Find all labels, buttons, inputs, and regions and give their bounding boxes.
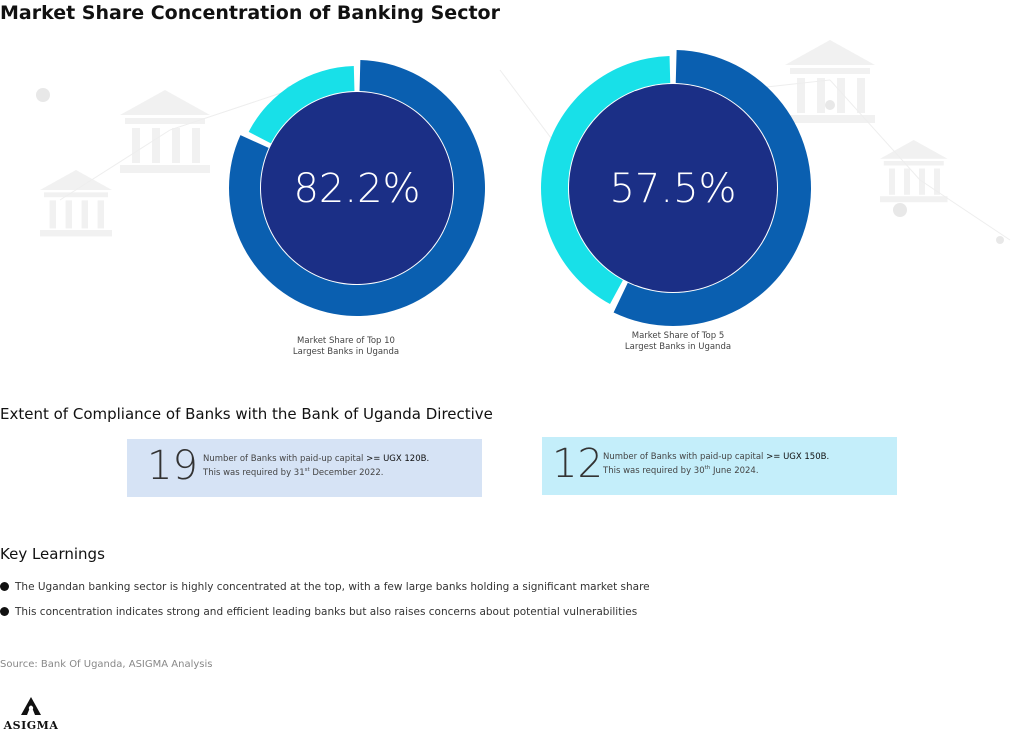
donut-caption-top10: Market Share of Top 10 Largest Banks in … [246, 336, 446, 358]
ordinal-suffix: st [304, 467, 310, 473]
compliance-card-150b: 12 Number of Banks with paid-up capital … [542, 437, 897, 495]
key-learnings-heading: Key Learnings [0, 545, 105, 563]
card-date: June 2024. [710, 465, 759, 476]
donut-chart-top5: 57.5% [540, 50, 811, 326]
donut-slice-share [613, 50, 811, 326]
donut-caption-top5: Market Share of Top 5 Largest Banks in U… [578, 331, 778, 353]
donut-value-label: 57.5% [609, 166, 736, 212]
bank-count: 19 [147, 443, 198, 489]
compliance-heading: Extent of Compliance of Banks with the B… [0, 405, 493, 423]
donut-center [261, 92, 453, 284]
capital-threshold: >= UGX 120B. [366, 454, 430, 464]
source-note: Source: Bank Of Uganda, ASIGMA Analysis [0, 659, 213, 670]
donut-value-label: 82.2% [293, 166, 420, 212]
learning-text: The Ugandan banking sector is highly con… [15, 581, 650, 593]
caption-line: Largest Banks in Uganda [292, 347, 400, 357]
bullet-icon [0, 582, 9, 591]
ordinal-suffix: th [704, 465, 711, 471]
donut-center [569, 84, 777, 292]
learning-item: This concentration indicates strong and … [0, 606, 637, 618]
learning-text: This concentration indicates strong and … [15, 606, 638, 618]
capital-threshold: >= UGX 150B. [766, 452, 830, 462]
donut-chart-top10: 82.2% [228, 60, 485, 317]
page-title: Market Share Concentration of Banking Se… [0, 2, 500, 24]
card-date: December 2022. [309, 467, 384, 478]
learning-item: The Ugandan banking sector is highly con… [0, 581, 650, 593]
caption-line: Largest Banks in Uganda [624, 342, 732, 352]
card-line1: Number of Banks with paid-up capital [203, 454, 367, 464]
asigma-logo-icon [21, 697, 41, 715]
card-text: Number of Banks with paid-up capital >= … [203, 454, 429, 479]
asigma-logo: ASIGMA [0, 697, 62, 732]
donut-slice-rest [248, 66, 355, 144]
bank-building-icon [785, 40, 875, 123]
card-line2: This was required by 30 [603, 465, 705, 476]
bank-building-icon [40, 170, 112, 237]
bullet-icon [0, 607, 9, 616]
bank-building-icon [120, 90, 210, 173]
bank-count: 12 [552, 441, 603, 487]
compliance-card-120b: 19 Number of Banks with paid-up capital … [127, 439, 482, 497]
background-illustration [36, 40, 1011, 244]
logo-wordmark: ASIGMA [3, 719, 59, 732]
card-text: Number of Banks with paid-up capital >= … [603, 452, 829, 477]
donut-slice-rest [540, 56, 671, 305]
caption-line: Market Share of Top 10 [297, 336, 395, 346]
donut-charts: 82.2% 57.5% [228, 50, 811, 326]
card-line2: This was required by 31 [203, 467, 305, 478]
card-line1: Number of Banks with paid-up capital [603, 452, 767, 462]
caption-line: Market Share of Top 5 [631, 331, 725, 341]
